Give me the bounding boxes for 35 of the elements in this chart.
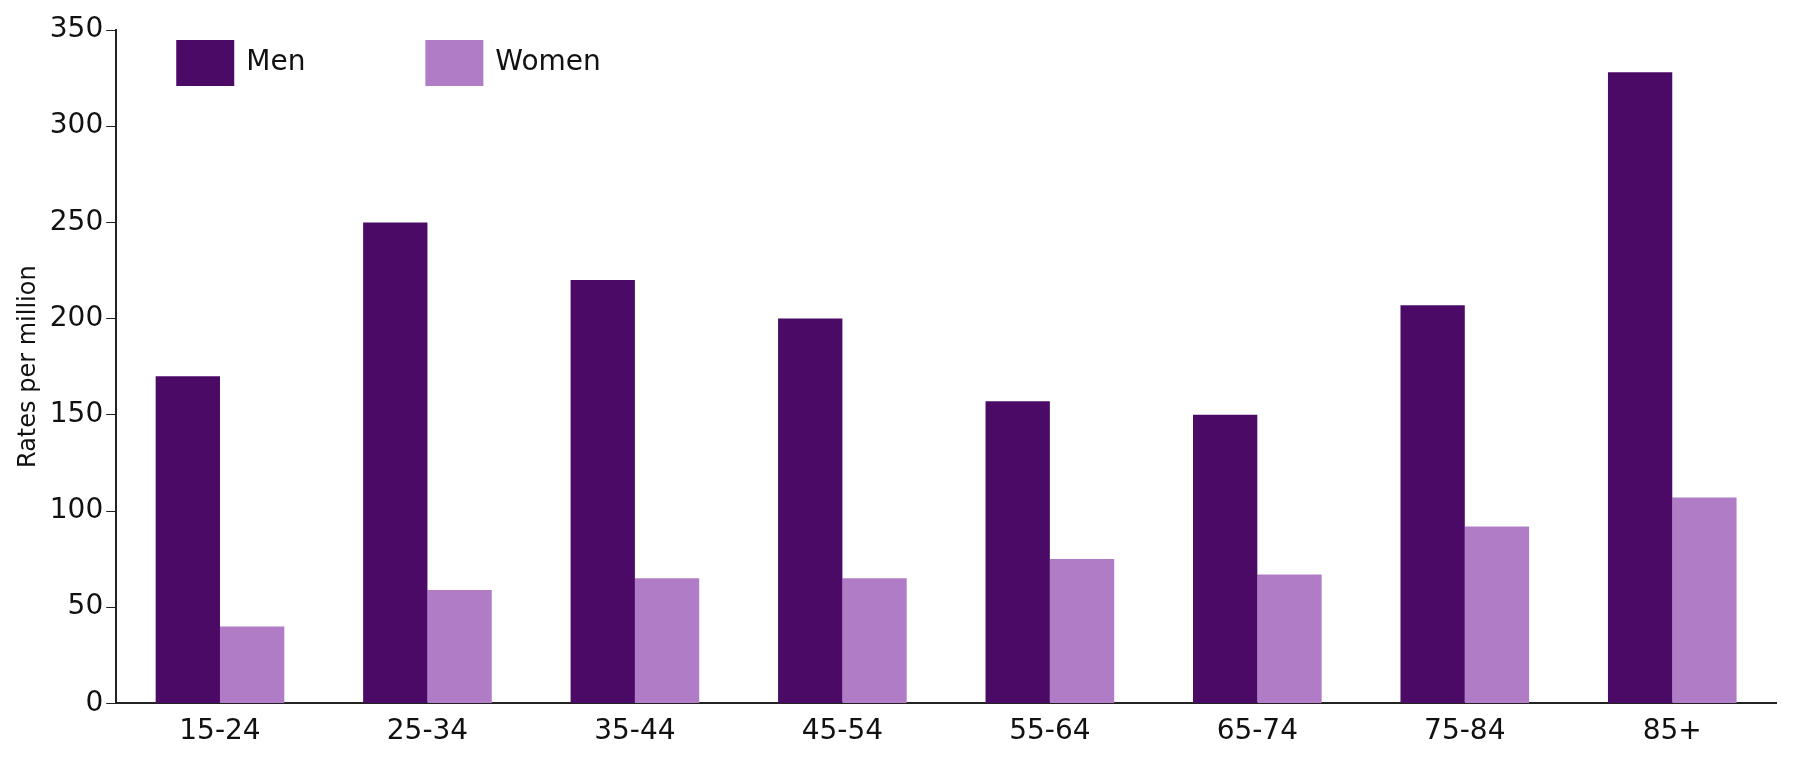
bar	[1193, 414, 1258, 703]
bar	[1672, 497, 1737, 703]
x-tick-label: 15-24	[179, 713, 261, 747]
bar	[1257, 574, 1322, 703]
y-tick-label: 150	[49, 396, 104, 430]
bar	[219, 626, 285, 703]
y-tick-label: 250	[49, 203, 104, 237]
x-tick-label: 25-34	[386, 713, 469, 747]
bar	[634, 578, 700, 703]
bar	[155, 376, 220, 703]
x-tick-label: 65-74	[1216, 713, 1299, 747]
legend-label: Women	[495, 44, 601, 78]
y-tick-label: 100	[49, 492, 104, 526]
y-tick-label: 50	[67, 588, 104, 622]
bar	[985, 401, 1050, 703]
bar	[1464, 526, 1530, 703]
x-tick-label: 35-44	[594, 713, 676, 747]
y-tick-label: 350	[49, 11, 104, 45]
bar	[778, 318, 843, 703]
x-tick-label: 55-64	[1009, 713, 1091, 747]
x-tick-label: 45-54	[801, 713, 884, 747]
bar	[842, 578, 907, 703]
bar	[1607, 72, 1673, 703]
y-tick-label: 300	[49, 107, 104, 141]
x-tick-label: 85+	[1642, 713, 1702, 747]
y-tick-label: 200	[49, 299, 104, 333]
x-tick-label: 75-84	[1424, 713, 1506, 747]
legend-label: Men	[246, 44, 306, 78]
bar	[363, 222, 428, 703]
bar	[570, 280, 635, 703]
bar	[1400, 305, 1465, 703]
bar	[427, 589, 492, 703]
y-axis-title: Rates per million	[12, 265, 41, 468]
bar	[1049, 559, 1115, 703]
y-tick-label: 0	[85, 684, 104, 718]
